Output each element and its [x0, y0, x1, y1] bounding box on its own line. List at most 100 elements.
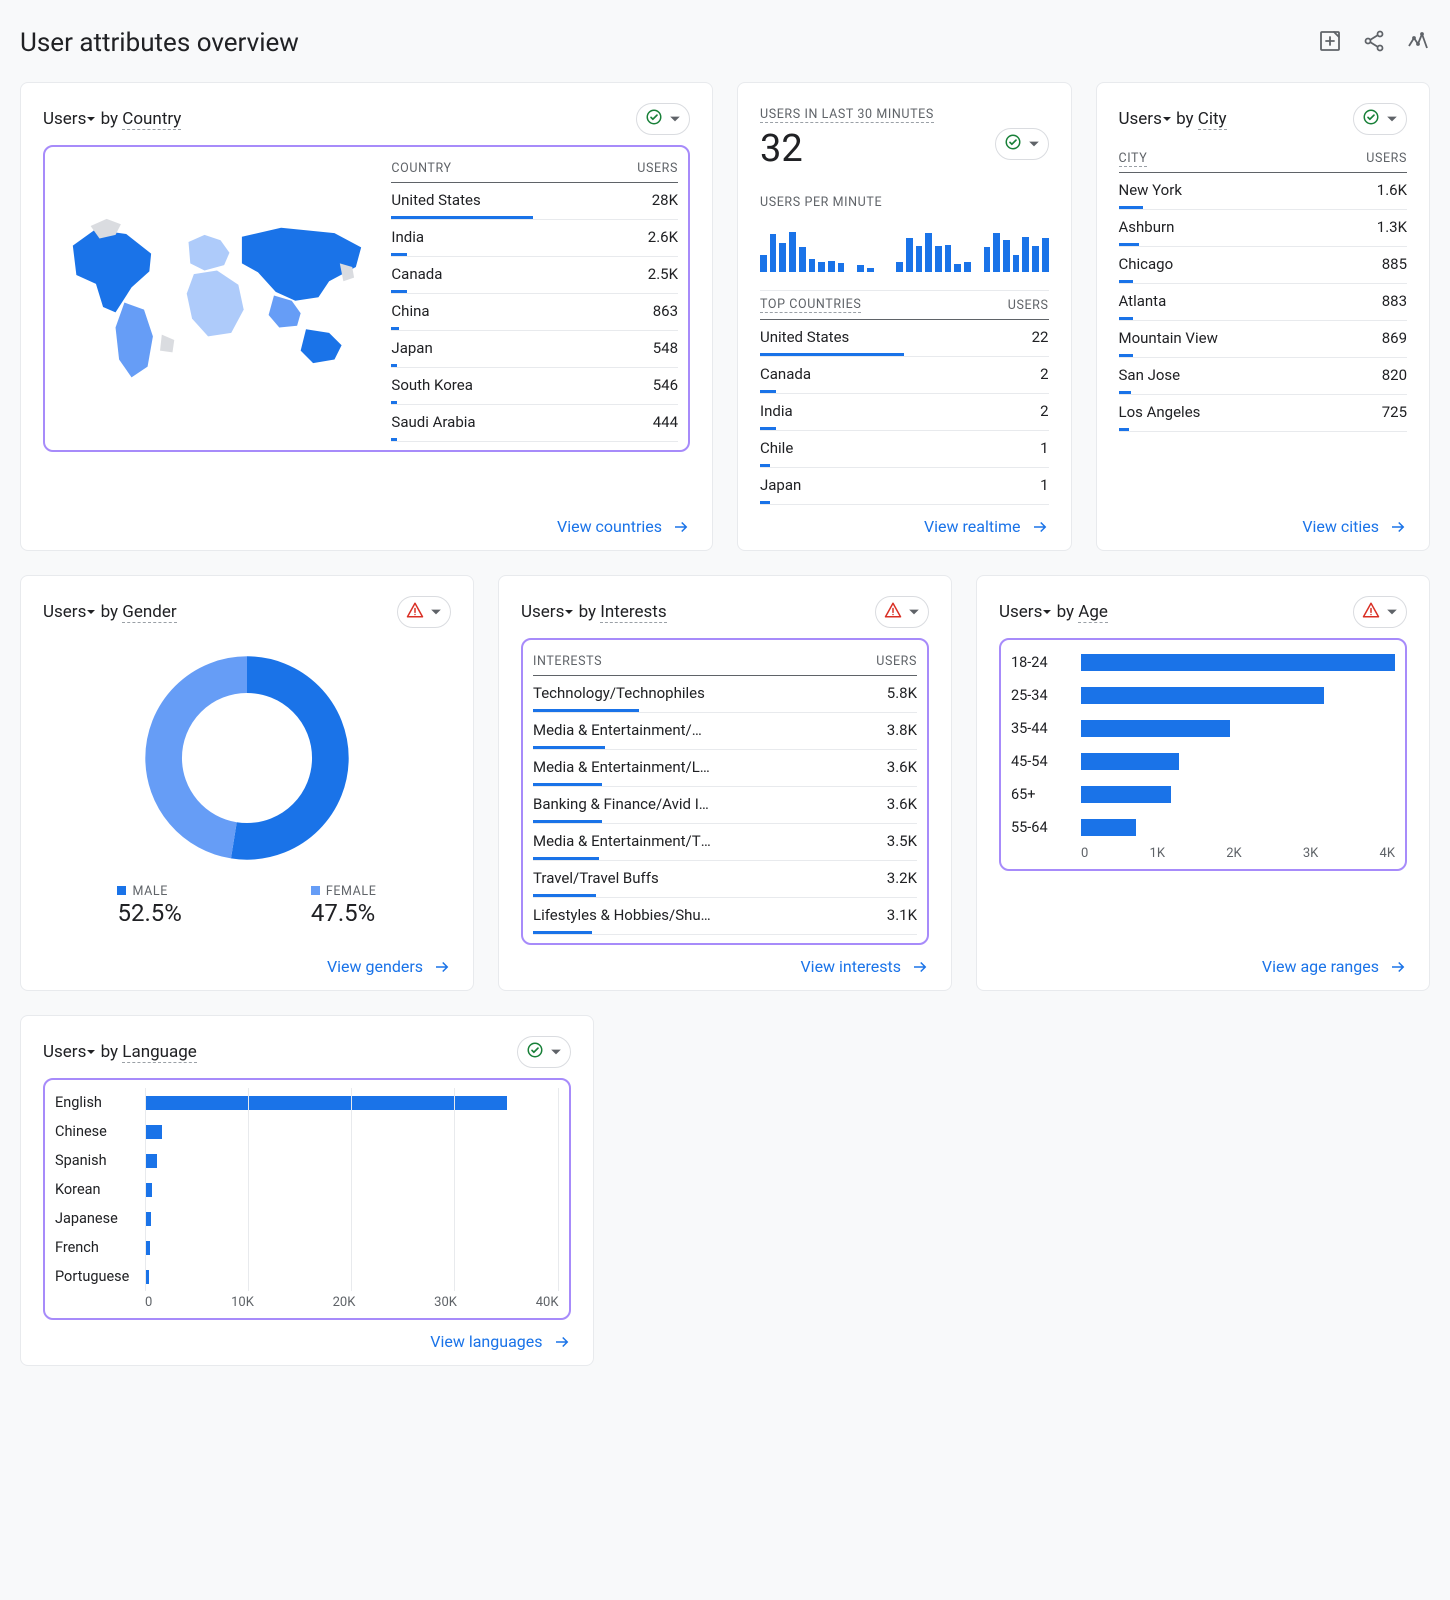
table-row[interactable]: India2.6K	[391, 220, 678, 257]
chevron-down-icon	[669, 110, 681, 129]
table-row[interactable]: Chicago885	[1119, 247, 1408, 284]
country-table: COUNTRY USERS United States28KIndia2.6KC…	[391, 155, 678, 442]
status-pill[interactable]	[875, 596, 929, 628]
age-xticks: 01K2K3K4K	[1081, 846, 1395, 861]
col-header[interactable]: COUNTRY	[391, 155, 588, 183]
dimension-link[interactable]: Country	[122, 109, 181, 130]
table-row[interactable]: Canada2.5K	[391, 257, 678, 294]
table-row[interactable]: Banking & Finance/Avid Inve...3.6K	[533, 787, 917, 824]
table-row[interactable]: Mountain View869	[1119, 321, 1408, 358]
dimension-link[interactable]: City	[1198, 109, 1227, 130]
view-realtime-link[interactable]: View realtime	[924, 517, 1049, 536]
view-languages-link[interactable]: View languages	[430, 1332, 570, 1351]
city-table: CITY USERS New York1.6KAshburn1.3KChicag…	[1119, 145, 1408, 432]
table-row[interactable]: Canada2	[760, 357, 1049, 394]
dimension-link[interactable]: Language	[122, 1042, 197, 1063]
view-age-link[interactable]: View age ranges	[1262, 957, 1407, 976]
chevron-down-icon	[908, 603, 920, 622]
table-row[interactable]: Ashburn1.3K	[1119, 210, 1408, 247]
table-row[interactable]: South Korea546	[391, 368, 678, 405]
realtime-title-block: USERS IN LAST 30 MINUTES 32	[760, 103, 934, 185]
dimension-link[interactable]: Interests	[600, 602, 666, 623]
table-row[interactable]: Media & Entertainment/TV L...3.5K	[533, 824, 917, 861]
per-minute-chart	[760, 216, 1049, 272]
chevron-down-icon	[1386, 603, 1398, 622]
table-row[interactable]: United States22	[760, 320, 1049, 357]
chevron-down-icon	[1386, 110, 1398, 129]
warning-triangle-icon	[406, 601, 424, 623]
check-circle-icon	[526, 1041, 544, 1063]
status-pill[interactable]	[397, 596, 451, 628]
age-bar-chart: 18-2425-3435-4445-5465+55-64	[1011, 648, 1395, 842]
city-card-title[interactable]: Users by City	[1119, 109, 1227, 130]
table-row[interactable]: Los Angeles725	[1119, 395, 1408, 432]
header-actions	[1318, 29, 1430, 57]
metric-label: Users	[43, 109, 86, 129]
table-row[interactable]: Atlanta883	[1119, 284, 1408, 321]
table-row[interactable]: Lifestyles & Hobbies/Shutter...3.1K	[533, 898, 917, 935]
age-card-title[interactable]: Users by Age	[999, 602, 1108, 623]
legend-female: FEMALE	[326, 884, 377, 899]
view-genders-link[interactable]: View genders	[327, 957, 451, 976]
share-icon[interactable]	[1362, 29, 1386, 57]
table-row[interactable]: New York1.6K	[1119, 173, 1408, 210]
status-pill[interactable]	[517, 1036, 571, 1068]
dimension-link[interactable]: Age	[1078, 602, 1108, 623]
page-title: User attributes overview	[20, 28, 299, 58]
language-card-title[interactable]: Users by Language	[43, 1042, 197, 1063]
page-header: User attributes overview	[20, 20, 1430, 82]
language-bar-chart: EnglishChineseSpanishKoreanJapaneseFrenc…	[55, 1088, 559, 1291]
status-pill[interactable]	[1353, 103, 1407, 135]
col-header[interactable]: USERS	[966, 291, 1049, 320]
status-pill[interactable]	[636, 103, 690, 135]
table-row[interactable]: Technology/Technophiles5.8K	[533, 676, 917, 713]
highlighted-region: INTERESTS USERS Technology/Technophiles5…	[521, 638, 929, 945]
check-circle-icon	[645, 108, 663, 130]
table-row[interactable]: Media & Entertainment/Movi...3.8K	[533, 713, 917, 750]
status-pill[interactable]	[995, 128, 1049, 160]
interests-card-title[interactable]: Users by Interests	[521, 602, 667, 623]
col-header[interactable]: USERS	[1323, 145, 1407, 173]
table-row[interactable]: India2	[760, 394, 1049, 431]
col-header[interactable]: USERS	[846, 648, 917, 676]
check-circle-icon	[1004, 133, 1022, 155]
table-row[interactable]: Media & Entertainment/Ligh...3.6K	[533, 750, 917, 787]
status-pill[interactable]	[1353, 596, 1407, 628]
table-row[interactable]: China863	[391, 294, 678, 331]
warning-triangle-icon	[1362, 601, 1380, 623]
customize-icon[interactable]	[1318, 29, 1342, 57]
table-row[interactable]: United States28K	[391, 183, 678, 220]
table-row[interactable]: Japan1	[760, 468, 1049, 505]
age-card: Users by Age 18-2425-3435-4445-5465+55-6…	[976, 575, 1430, 991]
col-header[interactable]: TOP COUNTRIES	[760, 297, 861, 313]
insights-icon[interactable]	[1406, 29, 1430, 57]
highlighted-region: COUNTRY USERS United States28KIndia2.6KC…	[43, 145, 690, 452]
table-row[interactable]: San Jose820	[1119, 358, 1408, 395]
view-cities-link[interactable]: View cities	[1302, 517, 1407, 536]
interests-card: Users by Interests INTERESTS USERS Techn…	[498, 575, 952, 991]
col-header[interactable]: CITY	[1119, 151, 1148, 167]
legend-male: MALE	[132, 884, 167, 899]
country-card: Users by Country	[20, 82, 713, 551]
top-countries-table: TOP COUNTRIES USERS United States22Canad…	[760, 291, 1049, 505]
gender-card: Users by Gender MALE 52.5% FEMALE 47.5%	[20, 575, 474, 991]
table-row[interactable]: Chile1	[760, 431, 1049, 468]
realtime-title: USERS IN LAST 30 MINUTES	[760, 107, 934, 123]
view-interests-link[interactable]: View interests	[800, 957, 929, 976]
chevron-down-icon	[1028, 135, 1040, 154]
world-map[interactable]	[55, 155, 375, 442]
country-card-title[interactable]: Users by Country	[43, 109, 181, 130]
city-card: Users by City CITY USERS New York1.6KAsh…	[1096, 82, 1431, 551]
gender-donut	[43, 638, 451, 884]
table-row[interactable]: Travel/Travel Buffs3.2K	[533, 861, 917, 898]
per-minute-label: USERS PER MINUTE	[760, 195, 1049, 210]
view-countries-link[interactable]: View countries	[557, 517, 690, 536]
realtime-value: 32	[760, 127, 934, 171]
col-header[interactable]: USERS	[588, 155, 678, 183]
col-header[interactable]: INTERESTS	[533, 648, 846, 676]
language-xticks: 010K20K30K40K	[145, 1295, 559, 1310]
table-row[interactable]: Japan548	[391, 331, 678, 368]
table-row[interactable]: Saudi Arabia444	[391, 405, 678, 442]
gender-card-title[interactable]: Users by Gender	[43, 602, 177, 623]
dimension-link[interactable]: Gender	[122, 602, 176, 623]
